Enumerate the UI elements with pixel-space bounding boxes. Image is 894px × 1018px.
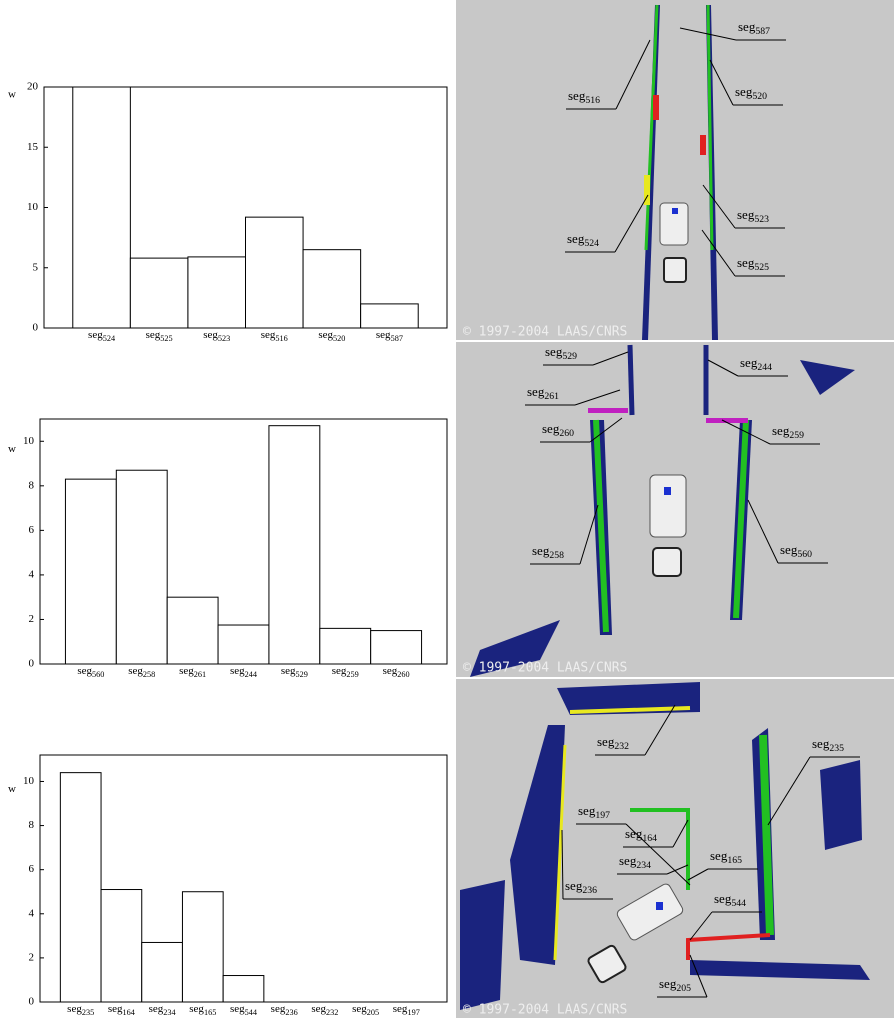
bar: [142, 942, 183, 1002]
y-tick-label: 4: [29, 907, 35, 919]
y-tick-label: 0: [29, 996, 35, 1008]
x-tick-label: seg525: [146, 329, 173, 343]
y-axis-label: w: [8, 783, 16, 795]
y-axis-label: w: [8, 89, 16, 101]
x-tick-label: seg516: [261, 329, 288, 343]
robot-part: [664, 487, 671, 495]
bar: [65, 479, 116, 664]
bar: [223, 976, 264, 1002]
x-tick-label: seg587: [376, 329, 403, 343]
segment: [653, 95, 659, 120]
x-tick-label: seg524: [88, 329, 115, 343]
y-tick-label: 20: [27, 81, 39, 93]
y-tick-label: 10: [27, 201, 39, 213]
y-axis-label: w: [8, 443, 16, 455]
y-tick-label: 5: [33, 261, 39, 273]
y-tick-label: 6: [29, 863, 35, 875]
x-tick-label: seg235: [67, 1003, 94, 1017]
scene-bg: [456, 0, 894, 340]
y-tick-label: 15: [27, 141, 39, 153]
x-tick-label: seg560: [77, 665, 104, 679]
y-tick-label: 4: [29, 568, 35, 580]
robot-part: [672, 208, 678, 214]
bar: [73, 87, 131, 328]
bar: [130, 258, 188, 328]
figure: seg587 seg516 seg520 seg523 seg524 seg525 © 19…: [0, 0, 894, 1018]
y-tick-label: 10: [23, 435, 35, 447]
bar: [116, 470, 167, 664]
robot: [650, 475, 686, 537]
x-tick-label: seg544: [230, 1003, 257, 1017]
x-tick-label: seg523: [203, 329, 230, 343]
x-tick-label: seg232: [311, 1003, 338, 1017]
segment: [588, 408, 628, 413]
bar: [101, 890, 142, 1002]
copyright: © 1997-2004 LAAS/CNRS: [463, 661, 627, 676]
y-tick-label: 2: [29, 613, 35, 625]
bar: [60, 773, 101, 1002]
y-tick-label: 0: [29, 658, 35, 670]
x-tick-label: seg197: [393, 1003, 420, 1017]
bar: [320, 628, 371, 664]
x-tick-label: seg529: [281, 665, 308, 679]
robot: [653, 548, 681, 576]
x-tick-label: seg244: [230, 665, 257, 679]
y-tick-label: 8: [29, 819, 35, 831]
x-tick-label: seg164: [108, 1003, 135, 1017]
bar: [246, 217, 304, 328]
y-tick-label: 6: [29, 524, 35, 536]
robot: [664, 258, 686, 282]
x-tick-label: seg165: [189, 1003, 216, 1017]
bar: [182, 892, 223, 1002]
bar: [303, 250, 361, 328]
bar: [371, 631, 422, 664]
wall: [460, 880, 505, 1010]
bar: [361, 304, 419, 328]
wall: [820, 760, 862, 850]
y-tick-label: 2: [29, 951, 35, 963]
bar: [167, 597, 218, 664]
x-tick-label: seg520: [318, 329, 345, 343]
copyright: © 1997-2004 LAAS/CNRS: [463, 325, 627, 340]
x-tick-label: seg261: [179, 665, 206, 679]
x-tick-label: seg234: [149, 1003, 176, 1017]
robot-part: [656, 902, 663, 910]
bar: [218, 625, 269, 664]
y-tick-label: 0: [33, 322, 39, 334]
wall: [630, 345, 632, 415]
x-tick-label: seg260: [383, 665, 410, 679]
bar: [188, 257, 246, 328]
x-tick-label: seg236: [271, 1003, 298, 1017]
y-tick-label: 8: [29, 479, 35, 491]
x-tick-label: seg259: [332, 665, 359, 679]
copyright: © 1997-2004 LAAS/CNRS: [463, 1003, 627, 1018]
x-tick-label: seg205: [352, 1003, 379, 1017]
y-tick-label: 10: [23, 775, 35, 787]
x-tick-label: seg258: [128, 665, 155, 679]
segment: [700, 135, 706, 155]
bar: [269, 426, 320, 664]
